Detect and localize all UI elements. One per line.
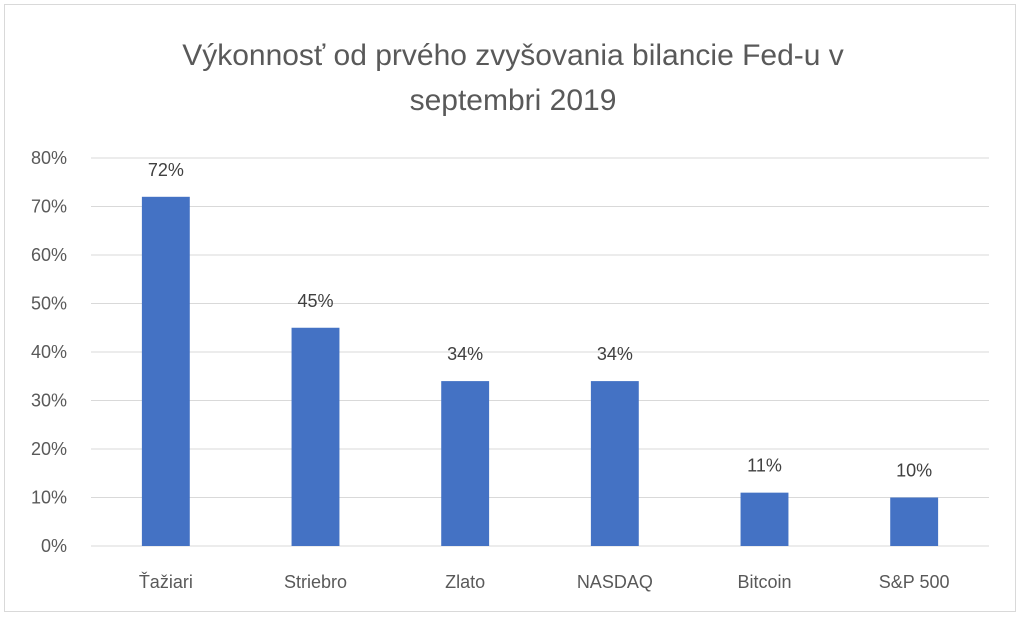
category-label: Bitcoin	[737, 572, 791, 592]
gridlines	[91, 157, 989, 547]
chart-title-line-2: septembri 2019	[410, 84, 617, 117]
y-tick-label: 60%	[31, 245, 67, 265]
bar	[141, 196, 190, 547]
chart-title-line-1: Výkonnosť od prvého zvyšovania bilancie …	[182, 39, 844, 72]
category-label: S&P 500	[879, 572, 950, 592]
data-label: 10%	[896, 461, 932, 481]
data-labels: 72% 45% 34% 34% 11% 10%	[148, 160, 932, 481]
bar-chart: Výkonnosť od prvého zvyšovania bilancie …	[31, 39, 989, 592]
bars	[141, 196, 939, 547]
bar	[740, 492, 789, 546]
y-tick-label: 0%	[41, 536, 67, 556]
data-label: 45%	[297, 291, 333, 311]
bar	[590, 381, 639, 546]
data-label: 34%	[597, 344, 633, 364]
chart-frame: Výkonnosť od prvého zvyšovania bilancie …	[4, 4, 1016, 612]
data-label: 72%	[148, 160, 184, 180]
y-tick-label: 20%	[31, 439, 67, 459]
x-axis-categories: Ťažiari Striebro Zlato NASDAQ Bitcoin S&P 500	[139, 572, 950, 592]
y-tick-label: 50%	[31, 294, 67, 314]
bar	[291, 327, 340, 546]
y-axis-ticks: 0% 10% 20% 30% 40% 50% 60% 70% 80%	[31, 148, 67, 556]
y-tick-label: 80%	[31, 148, 67, 168]
y-tick-label: 30%	[31, 391, 67, 411]
bar	[441, 381, 490, 546]
bar	[890, 497, 939, 546]
data-label: 34%	[447, 344, 483, 364]
y-tick-label: 10%	[31, 488, 67, 508]
category-label: Ťažiari	[139, 572, 193, 592]
category-label: Striebro	[284, 572, 347, 592]
y-tick-label: 70%	[31, 197, 67, 217]
y-tick-label: 40%	[31, 342, 67, 362]
category-label: Zlato	[445, 572, 485, 592]
data-label: 11%	[747, 456, 782, 476]
category-label: NASDAQ	[577, 572, 653, 592]
